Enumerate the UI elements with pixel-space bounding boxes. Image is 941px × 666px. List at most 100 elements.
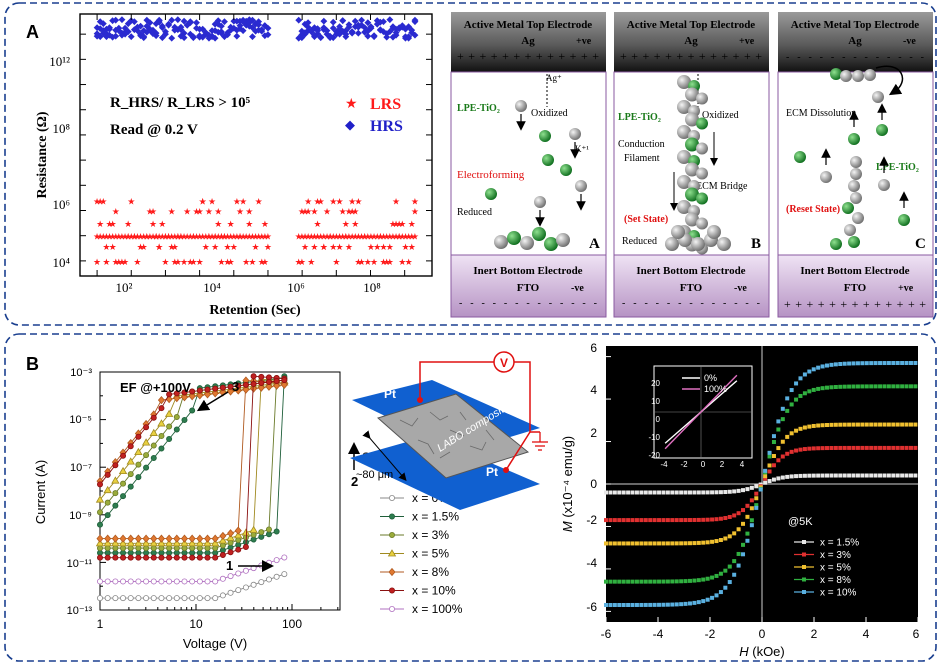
lrs-point: ★ — [379, 232, 387, 242]
iv-point — [180, 539, 189, 547]
mh-point — [621, 541, 626, 546]
mh-point — [727, 534, 732, 539]
mh-point — [802, 372, 807, 377]
hrs-point: ◆ — [339, 15, 346, 25]
lrs-point: ★ — [161, 232, 169, 242]
top-electrode — [778, 12, 933, 72]
lrs-point: ★ — [224, 257, 232, 267]
mh-point — [732, 559, 737, 564]
hrs-point: ◆ — [178, 30, 185, 40]
mh-point — [727, 514, 732, 519]
iv-point — [111, 476, 120, 484]
lrs-point: ★ — [137, 232, 145, 242]
mh-point — [847, 445, 852, 450]
hrs-point: ◆ — [193, 23, 200, 33]
lrs-point: ★ — [251, 242, 259, 252]
mh-point — [900, 384, 905, 389]
mh-point — [811, 387, 816, 392]
iv-point — [203, 534, 212, 543]
mh-point — [612, 518, 617, 523]
hrs-point: ◆ — [233, 30, 240, 40]
iv-xtick-100: 100 — [282, 617, 302, 631]
voltmeter-icon — [493, 351, 515, 373]
iv-point — [104, 545, 111, 552]
iv-point — [127, 545, 134, 552]
mh-point — [626, 490, 631, 495]
iv-point — [135, 578, 142, 585]
mh-point — [869, 422, 874, 427]
mh-point — [798, 447, 803, 452]
texture — [399, 411, 495, 459]
lrs-point: ★ — [186, 232, 194, 242]
read-annotation: Read @ 0.2 V — [110, 122, 198, 138]
mh-point — [860, 445, 865, 450]
mh-point — [741, 552, 746, 557]
iv-point — [204, 554, 211, 561]
iv-point — [212, 554, 219, 561]
lrs-point: ★ — [307, 257, 315, 267]
lrs-point: ★ — [398, 219, 406, 229]
mh-point — [864, 422, 869, 427]
mh-point — [802, 447, 807, 452]
iv-point — [97, 545, 104, 552]
ag-ion — [848, 236, 860, 248]
hrs-point: ◆ — [336, 28, 343, 38]
mh-point — [904, 445, 909, 450]
mh-point — [878, 422, 883, 427]
lrs-point: ★ — [389, 232, 397, 242]
probe-wire-right — [514, 361, 540, 433]
lrs-point: ★ — [99, 232, 107, 242]
lrs-point: ★ — [152, 232, 160, 242]
mh-point — [908, 360, 913, 365]
mh-point — [604, 579, 608, 584]
mh-point — [657, 602, 662, 607]
mh-point — [771, 463, 776, 468]
iv-point — [96, 534, 104, 543]
iv-point — [250, 373, 257, 380]
iv-point — [158, 554, 165, 561]
mh-point — [895, 422, 900, 427]
hrs-point: ◆ — [230, 16, 237, 26]
lrs-point: ★ — [99, 196, 107, 206]
hrs-point: ◆ — [240, 16, 247, 26]
mh-point — [604, 603, 608, 608]
hrs-point: ◆ — [209, 25, 216, 35]
lrs-point: ★ — [310, 207, 318, 217]
ret-ytick-4: 10⁴ — [52, 255, 70, 270]
legend-label: x = 5% — [820, 563, 851, 574]
reduced-label: Reduced — [622, 236, 657, 247]
lrs-point: ★ — [264, 242, 272, 252]
hrs-point: ◆ — [118, 29, 125, 39]
mh-point — [833, 385, 838, 390]
mh-point — [780, 439, 785, 444]
mh-point — [886, 422, 891, 427]
ag-atom — [569, 128, 581, 140]
hrs-point: ◆ — [140, 32, 147, 42]
iv-point — [189, 407, 196, 414]
ground-icon — [532, 432, 548, 451]
mh-point — [908, 384, 913, 389]
lrs-point: ★ — [171, 242, 179, 252]
mh-point — [736, 551, 741, 556]
lrs-point: ★ — [242, 257, 250, 267]
mh-point — [674, 602, 679, 607]
lrs-point: ★ — [301, 207, 309, 217]
lrs-point: ★ — [326, 232, 334, 242]
mh-point — [701, 517, 706, 522]
lrs-point: ★ — [214, 219, 222, 229]
ret-xtick-6: 10⁶ — [287, 280, 305, 295]
ret-ytick-12: 10¹² — [49, 54, 70, 69]
iv-point — [196, 554, 203, 561]
mh-point — [780, 417, 785, 422]
legend-lrs-symbol: ★ — [345, 97, 358, 112]
hrs-point: ◆ — [364, 30, 371, 40]
iv-point — [126, 457, 135, 465]
hrs-point: ◆ — [112, 24, 119, 34]
legend-label: x = 100% — [412, 602, 463, 616]
iv-point — [104, 554, 111, 561]
iv-point — [242, 567, 249, 574]
hrs-point: ◆ — [364, 17, 371, 27]
hrs-point: ◆ — [187, 17, 194, 27]
probe-wire-left — [419, 361, 494, 400]
hrs-point: ◆ — [411, 16, 418, 26]
